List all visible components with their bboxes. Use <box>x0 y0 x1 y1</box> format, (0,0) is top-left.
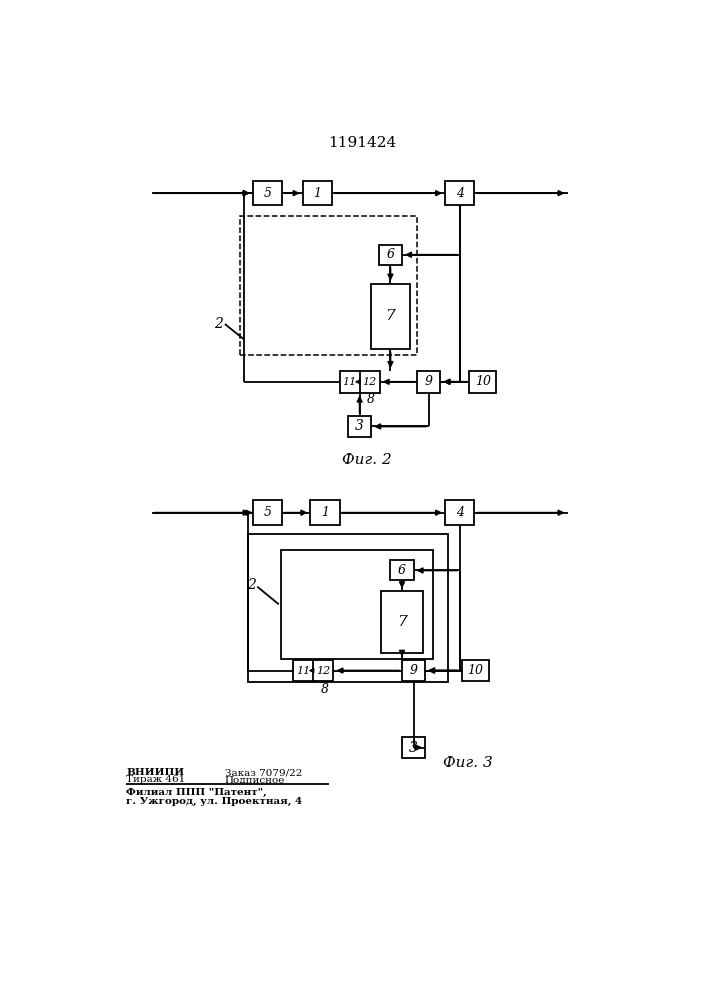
Bar <box>371 284 409 349</box>
Bar <box>379 245 402 265</box>
Bar <box>303 181 332 205</box>
Bar <box>469 371 496 393</box>
Text: 2: 2 <box>247 578 256 592</box>
Text: 10: 10 <box>475 375 491 388</box>
Text: 4: 4 <box>456 187 464 200</box>
Text: 3: 3 <box>355 419 364 433</box>
Text: Заказ 7079/22: Заказ 7079/22 <box>225 768 303 777</box>
Text: 5: 5 <box>263 506 271 519</box>
Text: 12: 12 <box>363 377 377 387</box>
Text: 11: 11 <box>342 377 357 387</box>
Bar <box>402 737 425 758</box>
Text: г. Ужгород, ул. Проектная, 4: г. Ужгород, ул. Проектная, 4 <box>127 797 303 806</box>
Text: 8: 8 <box>321 683 329 696</box>
Text: 10: 10 <box>467 664 483 677</box>
Text: 6: 6 <box>398 564 406 577</box>
Bar <box>252 500 282 525</box>
Bar <box>252 181 282 205</box>
Text: 3: 3 <box>409 741 418 755</box>
Bar <box>248 534 448 682</box>
Bar <box>445 500 474 525</box>
Bar <box>348 416 371 437</box>
Text: Фиг. 2: Фиг. 2 <box>342 453 392 467</box>
Text: ВНИИПИ: ВНИИПИ <box>127 768 185 777</box>
Bar <box>402 660 425 681</box>
Bar <box>390 560 414 580</box>
Text: 7: 7 <box>397 615 407 629</box>
Text: 12: 12 <box>316 666 331 676</box>
Text: 2: 2 <box>214 317 223 331</box>
Text: 1: 1 <box>313 187 321 200</box>
Bar <box>281 550 433 659</box>
Bar <box>462 660 489 681</box>
Text: 7: 7 <box>385 309 395 323</box>
Text: 11: 11 <box>296 666 310 676</box>
Bar <box>293 660 334 681</box>
Bar <box>240 216 417 355</box>
Text: 5: 5 <box>263 187 271 200</box>
Text: Тираж 461: Тираж 461 <box>127 775 185 784</box>
Bar <box>381 591 423 653</box>
Text: 9: 9 <box>425 375 433 388</box>
Text: 6: 6 <box>387 248 395 261</box>
Text: 1: 1 <box>321 506 329 519</box>
Text: 9: 9 <box>409 664 418 677</box>
Text: 8: 8 <box>367 393 375 406</box>
Bar <box>310 500 339 525</box>
Bar <box>417 371 440 393</box>
Text: Филиал ППП "Патент",: Филиал ППП "Патент", <box>127 788 267 797</box>
Text: Подписное: Подписное <box>225 775 285 784</box>
Text: 1191424: 1191424 <box>328 136 396 150</box>
Text: Фиг. 3: Фиг. 3 <box>443 756 492 770</box>
Bar <box>339 371 380 393</box>
Text: 4: 4 <box>456 506 464 519</box>
Bar <box>445 181 474 205</box>
